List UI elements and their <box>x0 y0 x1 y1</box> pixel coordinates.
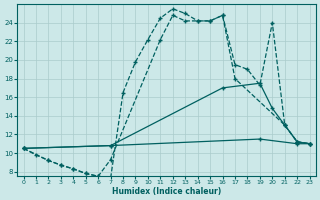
X-axis label: Humidex (Indice chaleur): Humidex (Indice chaleur) <box>112 187 221 196</box>
